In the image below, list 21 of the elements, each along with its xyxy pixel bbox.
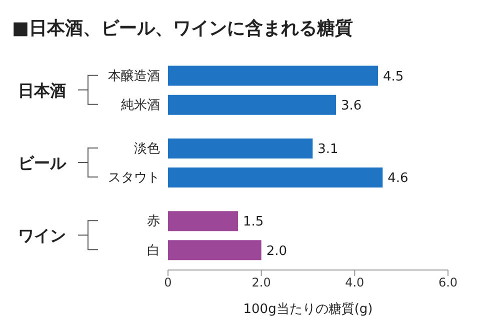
data-label: 4.6: [388, 171, 408, 186]
chart-title: ■日本酒、ビール、ワインに含まれる糖質: [12, 17, 354, 40]
y-tick-label: 白: [147, 243, 160, 258]
y-tick-label: 本醸造酒: [108, 68, 160, 84]
text: 日本酒: [18, 80, 66, 100]
x-tick-label: 6.0: [438, 276, 458, 290]
y-tick-label: 淡色: [134, 142, 160, 157]
data-label: 4.5: [383, 69, 404, 84]
text: ビール: [18, 154, 67, 172]
y-tick-label: 赤: [147, 214, 160, 230]
x-tick-label: 2.0: [252, 276, 271, 290]
data-label: 1.5: [243, 214, 264, 230]
x-tick-label: 4.0: [345, 276, 364, 290]
data-label: 3.1: [318, 142, 338, 158]
x-tick-label: 0: [164, 276, 172, 290]
data-label: 2.0: [266, 244, 288, 259]
x-axis-title: 100g当たりの糖質(g): [243, 302, 373, 317]
y-tick-label: 純米酒: [121, 98, 160, 114]
data-label: 3.6: [341, 98, 362, 114]
text: ワイン: [18, 226, 66, 246]
y-tick-label: スタウト: [108, 170, 160, 186]
